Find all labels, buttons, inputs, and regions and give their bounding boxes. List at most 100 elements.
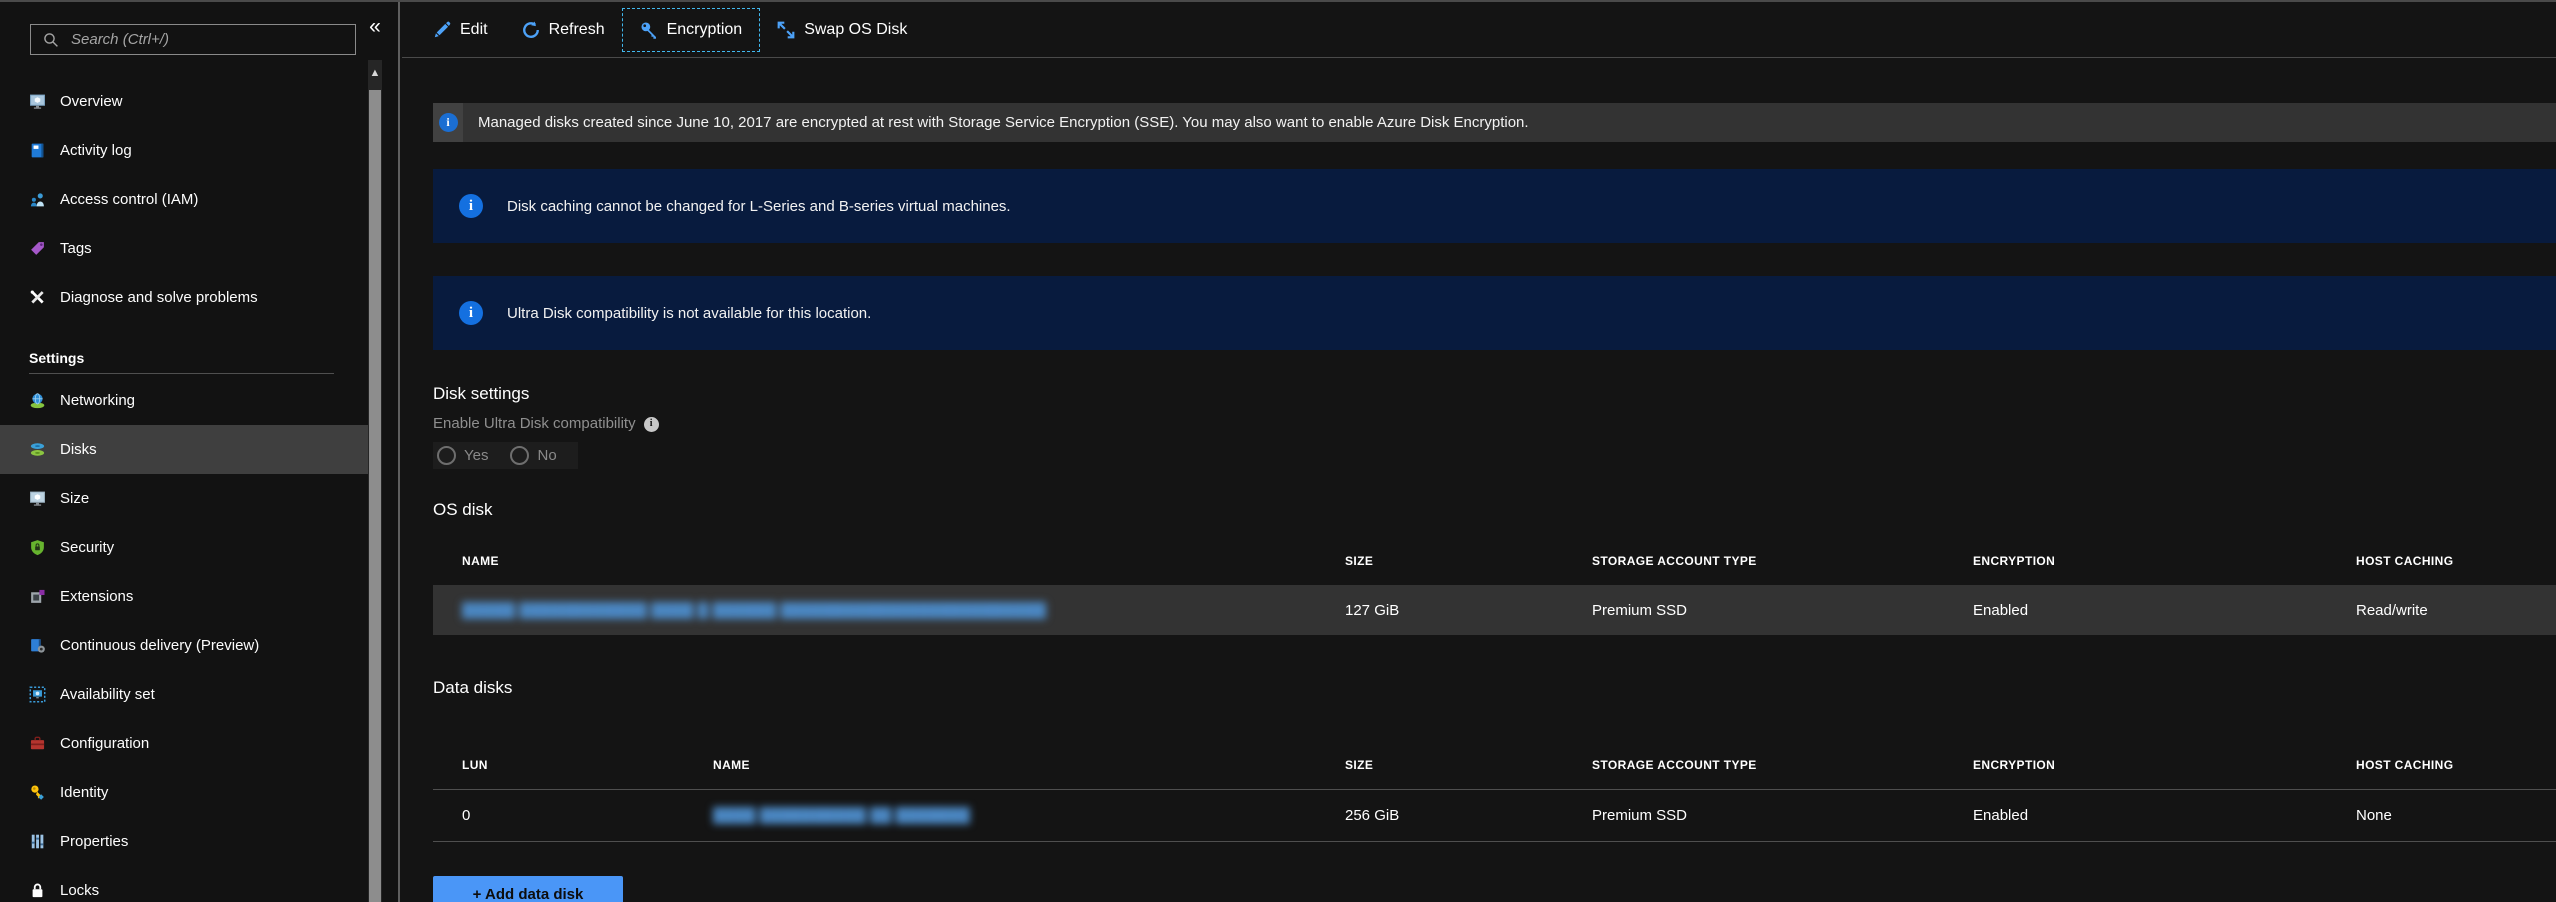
toolbar-button-label: Encryption — [666, 20, 743, 38]
os-disk-table-header: NAME SIZE STORAGE ACCOUNT TYPE ENCRYPTIO… — [433, 537, 2556, 585]
radio-yes: Yes — [437, 446, 488, 465]
add-data-disk-button[interactable]: + Add data disk — [433, 876, 623, 902]
data-disks-table-header: LUN NAME SIZE STORAGE ACCOUNT TYPE ENCRY… — [433, 741, 2556, 789]
extensions-icon — [31, 589, 45, 603]
field-label-text: Enable Ultra Disk compatibility — [433, 415, 636, 432]
info-icon-cell: i — [433, 103, 463, 142]
banner-message: Ultra Disk compatibility is not availabl… — [507, 304, 872, 322]
settings-divider — [29, 373, 334, 374]
refresh-icon — [522, 20, 539, 38]
sidebar-item-properties[interactable]: Properties — [0, 817, 368, 866]
toolbar-button-label: Swap OS Disk — [804, 20, 908, 38]
info-banner-ultra-disk: i Ultra Disk compatibility is not availa… — [433, 276, 2556, 350]
sidebar-scrollbar[interactable]: ▲ — [368, 60, 382, 902]
configuration-icon — [30, 736, 45, 750]
ultra-disk-compat-label: Enable Ultra Disk compatibility i — [433, 414, 2556, 434]
search-input[interactable] — [69, 30, 355, 49]
sidebar-item-label: Access control (IAM) — [60, 191, 199, 208]
sidebar-item-extensions[interactable]: Extensions — [0, 572, 368, 621]
swap-arrows-icon — [777, 21, 795, 38]
sidebar-item-identity[interactable]: Identity — [0, 768, 368, 817]
disk-settings-heading: Disk settings — [433, 384, 530, 403]
os-disk-name-cell: █████ ████████████ ████ █ ██████ ███████… — [433, 585, 1345, 635]
info-icon: i — [459, 301, 483, 325]
sidebar-item-diagnose[interactable]: Diagnose and solve problems — [0, 273, 368, 322]
data-disk-lun: 0 — [462, 807, 471, 824]
sidebar-item-networking[interactable]: Networking — [0, 376, 368, 425]
sidebar-item-label: Identity — [60, 784, 109, 801]
sidebar-item-label: Properties — [60, 833, 129, 850]
sidebar-item-size[interactable]: Size — [0, 474, 368, 523]
sidebar-item-label: Continuous delivery (Preview) — [60, 637, 260, 654]
search-box — [30, 24, 356, 55]
properties-icon — [31, 834, 44, 849]
sidebar-item-configuration[interactable]: Configuration — [0, 719, 368, 768]
sidebar-item-overview[interactable]: Overview — [0, 77, 368, 126]
os-disk-size: 127 GiB — [1345, 601, 1400, 619]
os-disk-name-link[interactable]: █████ ████████████ ████ █ ██████ ███████… — [462, 601, 1047, 619]
security-icon — [31, 540, 44, 556]
col-header-storage-account-type: STORAGE ACCOUNT TYPE — [1592, 758, 1757, 772]
info-banner-sse: i Managed disks created since June 10, 2… — [433, 103, 2556, 142]
diagnose-icon — [30, 290, 44, 304]
sidebar-item-label: Tags — [60, 240, 92, 257]
vm-overview-icon — [30, 94, 45, 109]
scroll-up-arrow[interactable]: ▲ — [369, 67, 381, 79]
activity-log-icon — [31, 143, 44, 158]
radio-label-no: No — [537, 447, 557, 464]
disks-icon — [30, 443, 45, 456]
sidebar-item-label: Activity log — [60, 142, 132, 159]
sidebar-item-label: Availability set — [60, 686, 155, 703]
sidebar-item-label: Disks — [60, 441, 97, 458]
toolbar-button-label: Refresh — [548, 20, 605, 38]
os-disk-row: █████ ████████████ ████ █ ██████ ███████… — [433, 585, 2556, 635]
os-disk-host-caching: Read/write — [2356, 601, 2428, 619]
ultra-disk-compat-radio-group: Yes No — [433, 442, 578, 469]
sidebar-item-label: Diagnose and solve problems — [60, 289, 258, 306]
disks-blade-body: i Managed disks created since June 10, 2… — [402, 103, 2556, 902]
col-header-encryption: ENCRYPTION — [1973, 554, 2056, 568]
data-disk-host-caching: None — [2356, 807, 2392, 824]
access-control-icon — [30, 193, 44, 207]
data-disk-encryption: Enabled — [1973, 807, 2029, 824]
sidebar-item-disks[interactable]: Disks — [0, 425, 368, 474]
data-disk-name-link[interactable]: ████ ██████████ ██ ███████ — [713, 807, 970, 824]
continuous-delivery-icon — [31, 639, 45, 653]
encryption-button[interactable]: Encryption — [621, 7, 761, 52]
scrollbar-thumb[interactable] — [369, 90, 381, 902]
radio-circle-no — [510, 446, 530, 465]
edit-button[interactable]: Edit — [416, 9, 505, 51]
sidebar-item-continuous-delivery[interactable]: Continuous delivery (Preview) — [0, 621, 368, 670]
sidebar-item-availability-set[interactable]: Availability set — [0, 670, 368, 719]
pencil-icon — [434, 21, 451, 37]
sidebar-item-label: Locks — [60, 882, 100, 899]
sidebar-item-security[interactable]: Security — [0, 523, 368, 572]
radio-no: No — [510, 446, 557, 465]
data-disks-heading: Data disks — [433, 678, 513, 697]
sidebar-item-label: Size — [60, 490, 90, 507]
networking-icon — [30, 393, 45, 409]
sidebar-nav: Overview Activity log Access control (IA… — [0, 77, 368, 902]
data-disk-size: 256 GiB — [1345, 807, 1400, 824]
sidebar-item-locks[interactable]: Locks — [0, 866, 368, 902]
tag-icon — [31, 242, 44, 255]
data-disk-storage-type: Premium SSD — [1592, 807, 1688, 824]
swap-os-disk-button[interactable]: Swap OS Disk — [760, 9, 924, 51]
sidebar-item-activity-log[interactable]: Activity log — [0, 126, 368, 175]
sidebar-item-tags[interactable]: Tags — [0, 224, 368, 273]
sidebar-item-label: Extensions — [60, 588, 134, 605]
sidebar-item-label: Networking — [60, 392, 136, 409]
content-pane: Edit Refresh Encryption — [402, 2, 2556, 902]
refresh-button[interactable]: Refresh — [505, 9, 622, 51]
availability-set-icon — [29, 686, 46, 703]
collapse-sidebar-button[interactable]: « — [369, 15, 381, 38]
tooltip-info-icon[interactable]: i — [643, 416, 659, 432]
data-disk-row: 0 ████ ██████████ ██ ███████ 256 GiB Pre… — [433, 789, 2556, 842]
os-disk-encryption: Enabled — [1973, 601, 2029, 619]
col-header-name: NAME — [462, 554, 499, 568]
col-header-host-caching: HOST CACHING — [2356, 554, 2454, 568]
col-header-size: SIZE — [1345, 758, 1374, 772]
command-bar: Edit Refresh Encryption — [402, 2, 2556, 58]
sidebar-item-access-control[interactable]: Access control (IAM) — [0, 175, 368, 224]
